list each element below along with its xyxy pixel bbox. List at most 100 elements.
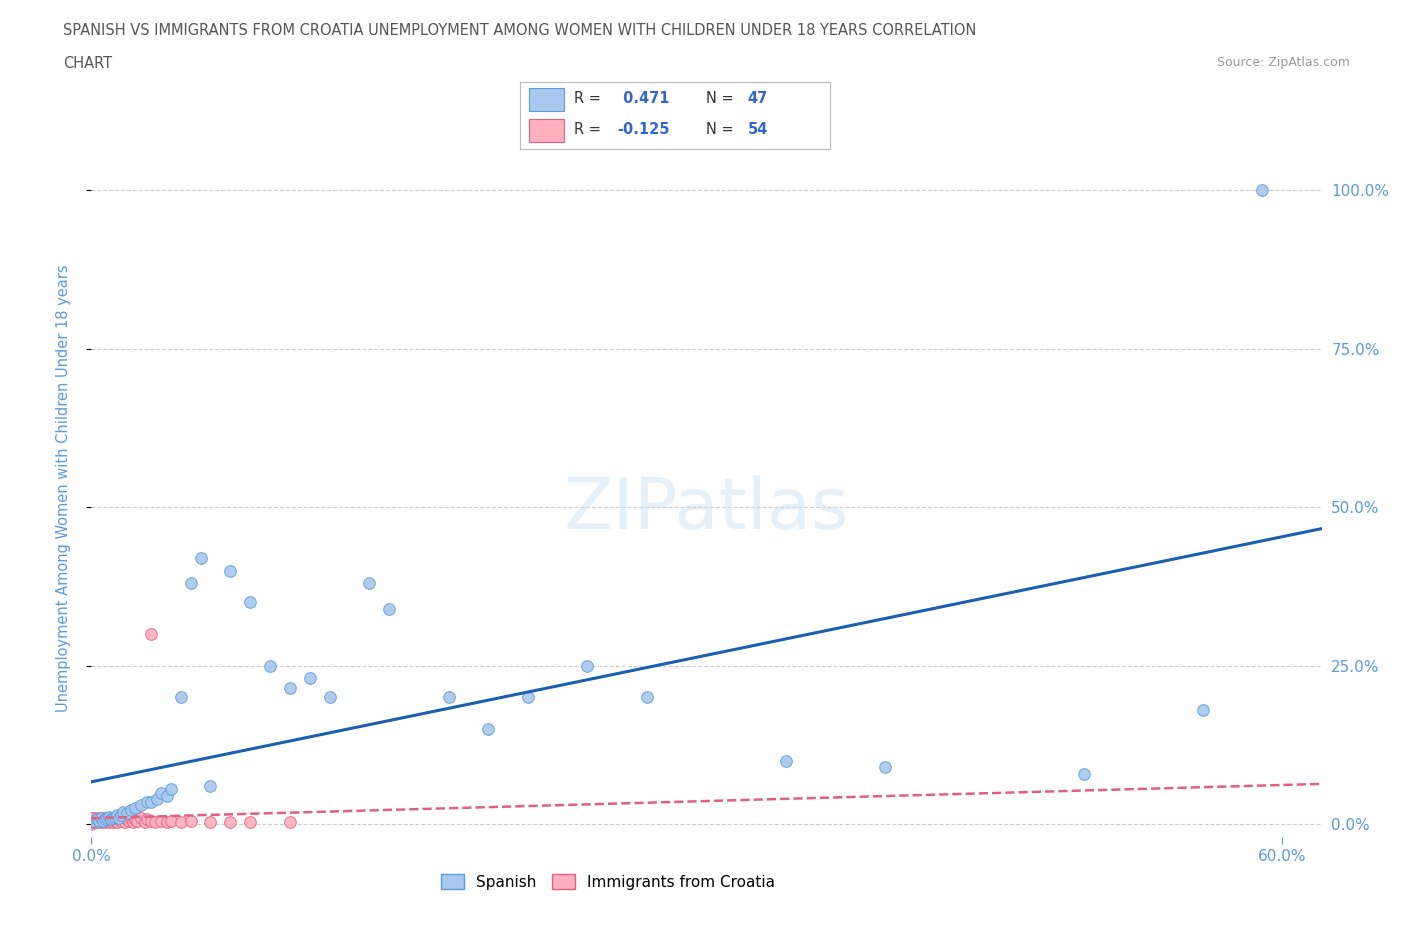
Text: N =: N = xyxy=(706,91,738,106)
Point xyxy=(103,815,125,830)
Point xyxy=(112,804,135,819)
Text: -0.125: -0.125 xyxy=(617,122,671,138)
Point xyxy=(94,812,117,827)
Point xyxy=(190,551,212,565)
Point xyxy=(84,811,107,826)
Point xyxy=(86,812,108,827)
Point xyxy=(170,690,193,705)
Y-axis label: Unemployment Among Women with Children Under 18 years: Unemployment Among Women with Children U… xyxy=(56,264,70,712)
Point xyxy=(103,811,125,826)
Point xyxy=(149,814,172,829)
Point xyxy=(98,809,121,824)
Text: Source: ZipAtlas.com: Source: ZipAtlas.com xyxy=(1216,56,1350,69)
Point xyxy=(82,815,104,830)
Point xyxy=(136,812,159,827)
Point xyxy=(112,811,135,826)
Point xyxy=(91,814,114,829)
Point xyxy=(84,814,107,829)
Point xyxy=(129,798,152,813)
Point xyxy=(89,814,111,829)
Point xyxy=(219,564,242,578)
Point xyxy=(516,690,538,705)
Point xyxy=(1073,766,1095,781)
Point xyxy=(82,814,104,829)
Text: 0.471: 0.471 xyxy=(617,91,669,106)
Point xyxy=(318,690,340,705)
Point xyxy=(124,812,146,827)
Text: ZIPatlas: ZIPatlas xyxy=(564,474,849,544)
Point xyxy=(98,815,121,830)
Point xyxy=(146,791,169,806)
Point xyxy=(875,760,897,775)
Point xyxy=(136,794,159,809)
Point xyxy=(80,814,103,829)
Point xyxy=(104,811,127,826)
Point xyxy=(124,801,146,816)
Point xyxy=(94,815,117,830)
Point xyxy=(86,812,108,827)
Point xyxy=(200,815,222,830)
Point xyxy=(105,815,128,830)
Point xyxy=(139,794,162,809)
FancyBboxPatch shape xyxy=(530,119,564,142)
Point xyxy=(96,811,118,826)
Point xyxy=(239,595,262,610)
Point xyxy=(98,812,121,827)
Point xyxy=(159,782,181,797)
Point xyxy=(259,658,281,673)
Point xyxy=(90,815,112,830)
Point xyxy=(437,690,460,705)
Point xyxy=(576,658,599,673)
Point xyxy=(122,815,145,830)
Point xyxy=(100,812,122,827)
Point xyxy=(94,812,117,827)
Point xyxy=(129,811,152,826)
Point xyxy=(1251,183,1274,198)
Point xyxy=(278,681,301,696)
Point xyxy=(143,815,166,830)
Point xyxy=(120,811,142,826)
Point xyxy=(91,811,114,826)
Point xyxy=(90,812,112,827)
Point xyxy=(89,811,111,826)
Point xyxy=(108,811,131,826)
Point xyxy=(278,815,301,830)
Point xyxy=(139,627,162,642)
Point xyxy=(139,814,162,829)
Point xyxy=(104,814,127,829)
Point xyxy=(114,815,136,830)
Point xyxy=(80,811,103,826)
Text: 47: 47 xyxy=(748,91,768,106)
Point xyxy=(159,814,181,829)
Point xyxy=(170,815,193,830)
Point xyxy=(91,814,114,829)
Point xyxy=(100,811,122,826)
Point xyxy=(100,814,122,829)
Point xyxy=(115,812,138,827)
Point xyxy=(219,815,242,830)
Point xyxy=(115,805,138,820)
Point xyxy=(156,789,179,804)
Point xyxy=(200,778,222,793)
Text: CHART: CHART xyxy=(63,56,112,71)
Point xyxy=(180,576,202,591)
Point xyxy=(105,807,128,822)
Point xyxy=(89,814,111,829)
Text: N =: N = xyxy=(706,122,738,138)
Text: R =: R = xyxy=(575,91,606,106)
Point xyxy=(80,811,103,826)
Point xyxy=(477,722,499,737)
Point xyxy=(359,576,381,591)
Point xyxy=(378,602,401,617)
Text: R =: R = xyxy=(575,122,606,138)
Point xyxy=(110,814,132,829)
FancyBboxPatch shape xyxy=(530,87,564,111)
Point xyxy=(636,690,658,705)
Point xyxy=(180,814,202,829)
Point xyxy=(118,814,141,829)
Point xyxy=(156,815,179,830)
Point xyxy=(298,671,321,686)
Point xyxy=(96,811,118,826)
Point xyxy=(80,817,103,831)
Point xyxy=(149,785,172,800)
